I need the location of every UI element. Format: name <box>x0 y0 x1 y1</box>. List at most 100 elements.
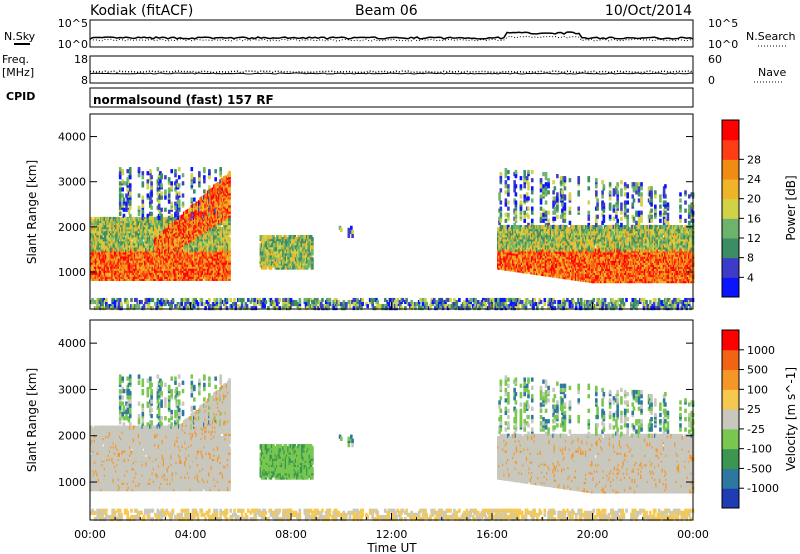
power-cell <box>243 306 246 310</box>
power-cell <box>105 298 108 302</box>
power-cell <box>160 208 163 212</box>
power-cell <box>265 300 268 304</box>
power-cell <box>142 204 145 208</box>
power-cell <box>129 187 132 191</box>
power-cell <box>198 171 201 175</box>
power-cell <box>170 185 173 189</box>
power-cell <box>129 206 132 210</box>
power-cell <box>267 306 270 310</box>
power-cell <box>311 251 314 255</box>
power-cell <box>129 167 132 171</box>
power-cell <box>233 298 236 302</box>
power-cell <box>129 183 132 187</box>
power-cell <box>142 195 145 199</box>
power-cell <box>228 171 231 175</box>
power-cell <box>160 191 163 195</box>
power-cell <box>229 298 232 302</box>
power-cell <box>118 217 121 221</box>
freq-label: Freq. <box>2 53 29 66</box>
noise-sky-line <box>90 32 693 39</box>
power-cell <box>226 298 229 302</box>
power-cell <box>157 167 160 171</box>
power-cell <box>353 306 356 310</box>
nave-label: Nave <box>758 66 786 79</box>
power-cell <box>348 300 351 304</box>
power-cell <box>351 230 354 234</box>
power-cell <box>126 187 129 191</box>
power-cell <box>178 200 181 204</box>
power-cell <box>246 304 249 308</box>
power-cell <box>242 298 245 302</box>
power-cell <box>178 204 181 208</box>
power-cell <box>285 235 288 239</box>
power-cell <box>114 300 117 304</box>
power-cell <box>160 183 163 187</box>
power-cell <box>150 175 153 179</box>
power-cell <box>148 304 151 308</box>
power-cell <box>306 306 309 310</box>
power-cell <box>311 300 314 304</box>
power-cell <box>138 167 141 171</box>
power-cell <box>182 202 185 206</box>
power-cell <box>142 171 145 175</box>
power-cell <box>175 179 178 183</box>
power-cell <box>142 175 145 179</box>
nave-tick-bottom: 0 <box>708 74 715 87</box>
power-cell <box>177 212 180 216</box>
freq-tick-bottom: 8 <box>81 74 88 87</box>
power-cell <box>160 173 163 177</box>
power-cell <box>147 193 150 197</box>
power-cell <box>216 298 219 302</box>
power-cell <box>337 300 340 304</box>
power-cell <box>228 237 231 241</box>
power-cell <box>119 202 122 206</box>
noise-left-tick-top: 10^5 <box>58 17 88 30</box>
power-cell <box>140 300 143 304</box>
power-cell <box>157 191 160 195</box>
power-cell <box>201 302 204 306</box>
power-cell <box>168 210 171 214</box>
power-cell <box>191 167 194 171</box>
power-cell <box>114 304 117 308</box>
power-cell <box>201 298 204 302</box>
power-cell <box>198 183 201 187</box>
power-cell <box>174 202 177 206</box>
power-cell <box>321 298 324 302</box>
power-cell <box>138 193 141 197</box>
power-cell <box>129 191 132 195</box>
power-cell <box>191 181 194 185</box>
power-cell <box>327 306 330 310</box>
power-cell <box>123 198 126 202</box>
power-cell <box>119 193 122 197</box>
power-cell <box>311 257 314 261</box>
power-cell <box>135 304 138 308</box>
power-cell <box>329 298 332 302</box>
power-cell <box>150 212 153 216</box>
power-cell <box>178 191 181 195</box>
freq-unit-label: [MHz] <box>2 66 34 79</box>
cpid-label: CPID <box>6 90 35 103</box>
power-cell <box>128 210 131 214</box>
power-cell <box>241 304 244 308</box>
power-cell <box>203 175 206 179</box>
power-cell <box>123 208 126 212</box>
power-cell <box>150 191 153 195</box>
power-cell <box>191 173 194 177</box>
power-cell <box>125 202 128 206</box>
power-cell <box>193 189 196 193</box>
power-cell <box>349 304 352 308</box>
power-cell <box>311 245 314 249</box>
power-cell <box>100 223 103 227</box>
power-cell <box>197 302 200 306</box>
power-cell <box>158 200 161 204</box>
power-cell <box>219 171 222 175</box>
power-cell <box>219 306 222 310</box>
power-cell <box>180 302 183 306</box>
power-cell <box>143 304 146 308</box>
power-cell <box>106 304 109 308</box>
power-cell <box>119 206 122 210</box>
power-cell <box>174 304 177 308</box>
power-cell <box>180 298 183 302</box>
power-cell <box>299 298 302 302</box>
